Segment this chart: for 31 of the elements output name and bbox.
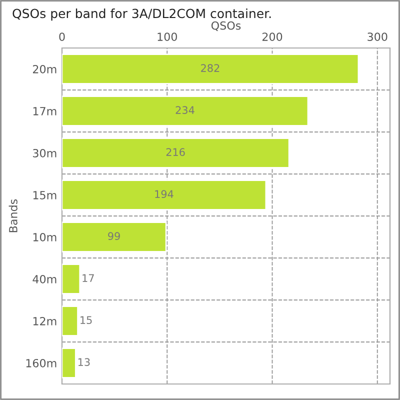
bar — [62, 96, 309, 126]
data-label: 13 — [78, 358, 90, 366]
y-axis-title: Bands — [8, 199, 18, 232]
y-tick-label: 15m — [33, 191, 56, 200]
bar — [62, 180, 267, 210]
x-tick-label: 200 — [262, 32, 282, 41]
y-tick-label: 10m — [33, 232, 56, 242]
bar — [62, 222, 167, 252]
y-tick-label: 40m — [32, 274, 56, 284]
data-label: 234 — [176, 106, 194, 114]
data-label: 194 — [155, 190, 174, 198]
data-label: 282 — [201, 64, 220, 72]
bar — [62, 54, 360, 84]
x-tick-label: 100 — [158, 32, 177, 41]
y-tick-label: 17m — [33, 107, 56, 116]
bar — [62, 264, 81, 294]
x-tick-label: 300 — [368, 32, 388, 41]
y-tick-label: 30m — [33, 148, 56, 158]
data-label: 216 — [166, 148, 185, 156]
y-tick-label: 160m — [26, 358, 56, 368]
y-tick-label: 12m — [33, 316, 56, 326]
bar — [62, 348, 76, 378]
chart-title: QSOs per band for 3A/DL2COM container. — [12, 8, 271, 21]
x-tick-label: 0 — [59, 32, 65, 41]
data-label: 99 — [108, 232, 120, 240]
data-label: 15 — [80, 316, 92, 324]
y-tick-label: 20m — [32, 64, 56, 74]
data-label: 17 — [82, 274, 94, 282]
bar — [62, 138, 290, 168]
bar — [62, 306, 78, 336]
x-axis-title: QSOs — [211, 21, 241, 32]
